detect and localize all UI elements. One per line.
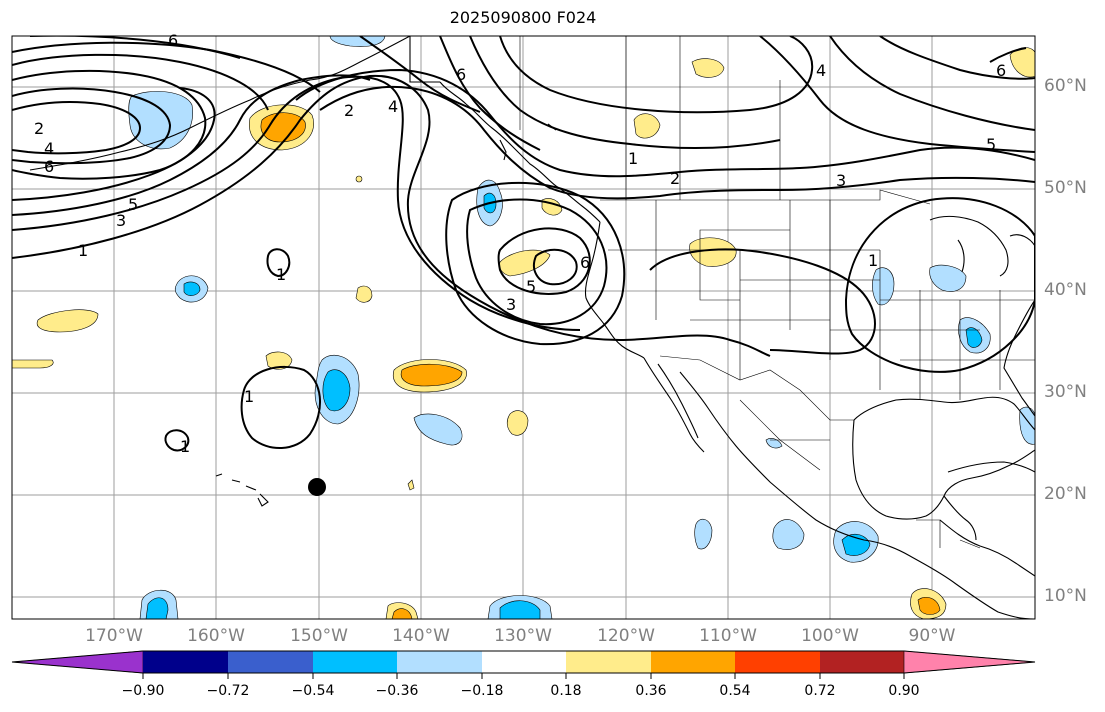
- colorbar-tick-label: −0.36: [375, 683, 419, 699]
- lon-label: 130°W: [494, 626, 552, 646]
- contour-label: 1: [78, 241, 88, 260]
- colorbar-segment: [651, 651, 735, 673]
- coastlines: [29, 36, 1035, 619]
- shaded-fields: [12, 36, 1035, 619]
- colorbar-segment: [903, 650, 1036, 674]
- colorbar-tick-label: 0.18: [550, 683, 582, 699]
- contour-label: 5: [986, 135, 996, 154]
- lon-label: 170°W: [85, 626, 143, 646]
- contour-label: 6: [580, 253, 590, 272]
- lon-label: 90°W: [908, 626, 956, 646]
- lon-label: 120°W: [597, 626, 655, 646]
- lon-label: 150°W: [290, 626, 348, 646]
- contour-label: 6: [456, 65, 466, 84]
- gridlines: [12, 36, 1035, 619]
- lat-label: 60°N: [1044, 76, 1087, 96]
- contour-label: 6: [168, 31, 178, 50]
- contour-label: 2: [34, 119, 44, 138]
- lat-label: 30°N: [1044, 382, 1087, 402]
- map-title: 2025090800 F024: [449, 8, 597, 27]
- colorbar-tick-label: −0.90: [121, 683, 165, 699]
- lon-label: 100°W: [801, 626, 859, 646]
- colorbar-tick-label: −0.18: [460, 683, 504, 699]
- contour-label: 2: [670, 169, 680, 188]
- lon-label: 140°W: [392, 626, 450, 646]
- contour-label: 1: [628, 149, 638, 168]
- contour-label: 4: [388, 97, 398, 116]
- colorbar-segment: [397, 651, 482, 673]
- lat-label: 20°N: [1044, 484, 1087, 504]
- colorbar-tick-label: −0.54: [291, 683, 335, 699]
- colorbar-segment: [313, 651, 397, 673]
- contour-label: 2: [344, 101, 354, 120]
- contour-label: 3: [116, 211, 126, 230]
- contour-label-group: 2 4 6 5 3 1 6 2 4 6 1 2 3 4 5 6 5 3 6 1 …: [34, 31, 1006, 456]
- contour-label: 6: [44, 157, 54, 176]
- lat-label: 50°N: [1044, 178, 1087, 198]
- colorbar-tick-label: 0.36: [635, 683, 667, 699]
- colorbar-tick-label: 0.90: [888, 683, 920, 699]
- lat-label: 10°N: [1044, 586, 1087, 606]
- lon-label: 160°W: [187, 626, 245, 646]
- contour-lines: [12, 36, 1035, 452]
- colorbar-segment: [566, 651, 651, 673]
- contour-label: 6: [996, 61, 1006, 80]
- location-marker: [308, 478, 326, 496]
- contour-label: 1: [244, 387, 254, 406]
- colorbar-segment: [143, 651, 228, 673]
- colorbar-tick-label: −0.72: [206, 683, 250, 699]
- contour-label: 4: [44, 139, 54, 158]
- lat-label: 40°N: [1044, 280, 1087, 300]
- contour-label: 5: [128, 195, 138, 214]
- contour-label: 1: [276, 265, 286, 284]
- colorbar-segment: [11, 650, 144, 674]
- colorbar-segment: [482, 651, 566, 673]
- contour-label: 4: [816, 61, 826, 80]
- contour-label: 5: [526, 277, 536, 296]
- contour-label: 3: [836, 171, 846, 190]
- contour-label: 1: [868, 251, 878, 270]
- contour-label: 1: [180, 437, 190, 456]
- contour-label: 3: [506, 295, 516, 314]
- colorbar-segment: [735, 651, 820, 673]
- lon-label: 110°W: [699, 626, 757, 646]
- colorbar-segment: [820, 651, 904, 673]
- colorbar: [11, 650, 1036, 679]
- colorbar-tick-label: 0.54: [719, 683, 751, 699]
- plot-frame: [11, 35, 1036, 620]
- colorbar-segment: [228, 651, 313, 673]
- colorbar-tick-label: 0.72: [804, 683, 836, 699]
